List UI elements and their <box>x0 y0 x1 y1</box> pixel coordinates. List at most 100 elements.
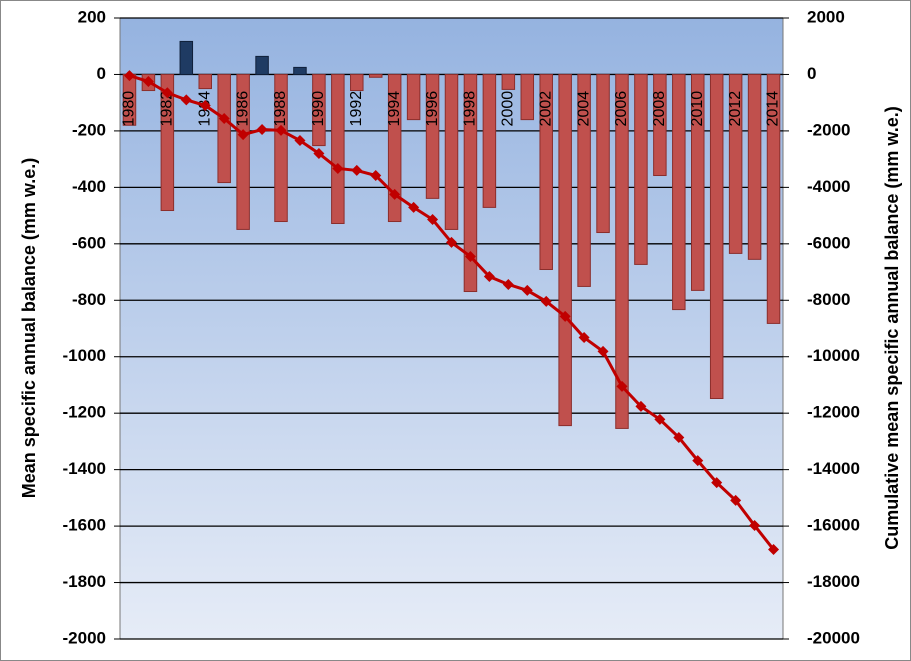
y2-tick-label: -4000 <box>807 177 850 196</box>
bar <box>312 73 326 147</box>
bar <box>653 73 667 177</box>
y-tick-label: 200 <box>78 7 106 26</box>
bar <box>255 55 269 75</box>
y-axis-label: Mean specific annual balance (mm w.e.) <box>19 158 39 498</box>
x-tick-label: 2004 <box>575 91 592 127</box>
bar <box>577 73 591 287</box>
x-tick-label: 1994 <box>386 91 403 127</box>
y2-tick-label: -8000 <box>807 290 850 309</box>
line-marker <box>275 124 287 136</box>
bar <box>615 73 629 429</box>
line-marker <box>218 112 230 124</box>
bar <box>425 73 440 199</box>
x-tick-label: 1992 <box>348 91 365 127</box>
bar <box>691 73 705 291</box>
y-tick-label: -1800 <box>63 572 106 591</box>
y2-tick-label: -18000 <box>807 572 860 591</box>
x-tick-label: 2000 <box>500 91 517 127</box>
line-marker <box>673 431 685 443</box>
line-marker <box>559 310 571 322</box>
y-tick-label: -1600 <box>63 516 106 535</box>
bar <box>444 73 459 230</box>
y2-tick-label: 0 <box>807 64 816 83</box>
line-marker <box>142 76 154 88</box>
line-marker <box>692 455 704 467</box>
bar <box>368 73 383 78</box>
x-tick-label: 2006 <box>613 91 630 127</box>
y2-tick-label: -10000 <box>807 346 860 365</box>
line-marker <box>768 544 780 556</box>
x-tick-label: 2002 <box>537 91 554 127</box>
bar <box>766 73 781 324</box>
bar <box>387 73 402 223</box>
x-tick-label: 2008 <box>651 91 668 127</box>
bar <box>350 73 364 92</box>
line-marker <box>446 236 457 248</box>
line-marker <box>597 345 609 357</box>
bar <box>274 73 288 223</box>
line-marker <box>294 135 306 147</box>
line-marker <box>199 100 211 112</box>
y-tick-label: -1000 <box>63 346 106 365</box>
bar <box>634 73 648 265</box>
line-marker <box>161 87 173 99</box>
x-tick-label: 1986 <box>234 91 251 127</box>
x-tick-label: 1982 <box>159 91 176 127</box>
y2-tick-label: -2000 <box>807 120 850 139</box>
line-marker <box>483 271 495 283</box>
bar <box>406 73 421 121</box>
bar <box>293 66 307 75</box>
bar <box>747 73 762 260</box>
x-tick-label: 1980 <box>121 91 138 127</box>
x-tick-label: 1990 <box>310 91 327 127</box>
y-tick-label: 0 <box>97 64 106 83</box>
bar <box>179 40 194 75</box>
line-marker <box>464 251 476 263</box>
x-tick-label: 2010 <box>689 91 706 127</box>
bar <box>520 73 535 121</box>
x-tick-label: 1988 <box>272 91 289 127</box>
line-marker <box>711 477 723 489</box>
bar <box>672 73 686 311</box>
line-marker <box>123 70 135 82</box>
y2-tick-label: -16000 <box>807 516 860 535</box>
y2-tick-label: 2000 <box>807 7 845 26</box>
line-marker <box>578 332 590 344</box>
x-tick-label: 1996 <box>424 91 441 127</box>
bar <box>501 73 516 90</box>
bar <box>558 73 572 427</box>
line-marker <box>408 201 420 213</box>
y-tick-label: -2000 <box>63 628 106 647</box>
y2-tick-label: -20000 <box>807 628 860 647</box>
line-marker <box>521 284 533 296</box>
line-marker <box>332 162 344 174</box>
bar <box>728 73 743 254</box>
line-marker <box>370 170 382 182</box>
line-marker <box>237 129 249 141</box>
line-marker <box>749 520 761 532</box>
line-marker <box>635 400 647 412</box>
y-tick-label: -1400 <box>63 459 106 478</box>
line-marker <box>389 188 401 200</box>
line-marker <box>256 123 268 135</box>
bar <box>709 73 724 400</box>
x-tick-label: 1998 <box>462 91 479 127</box>
line-marker <box>540 295 552 307</box>
bar <box>160 73 175 212</box>
bar <box>236 73 250 230</box>
line-marker <box>616 380 628 392</box>
y-tick-label: -800 <box>72 290 106 309</box>
bar <box>217 73 231 184</box>
y-tick-label: -1200 <box>63 403 106 422</box>
line-marker <box>502 278 514 290</box>
y-tick-label: -600 <box>72 233 106 252</box>
bar <box>331 73 345 224</box>
y2-tick-label: -6000 <box>807 233 850 252</box>
line-marker <box>730 494 742 506</box>
x-tick-label: 2012 <box>727 91 744 127</box>
y2-tick-label: -12000 <box>807 403 860 422</box>
line-marker <box>654 413 666 425</box>
bar <box>463 73 478 293</box>
bar <box>482 73 497 208</box>
